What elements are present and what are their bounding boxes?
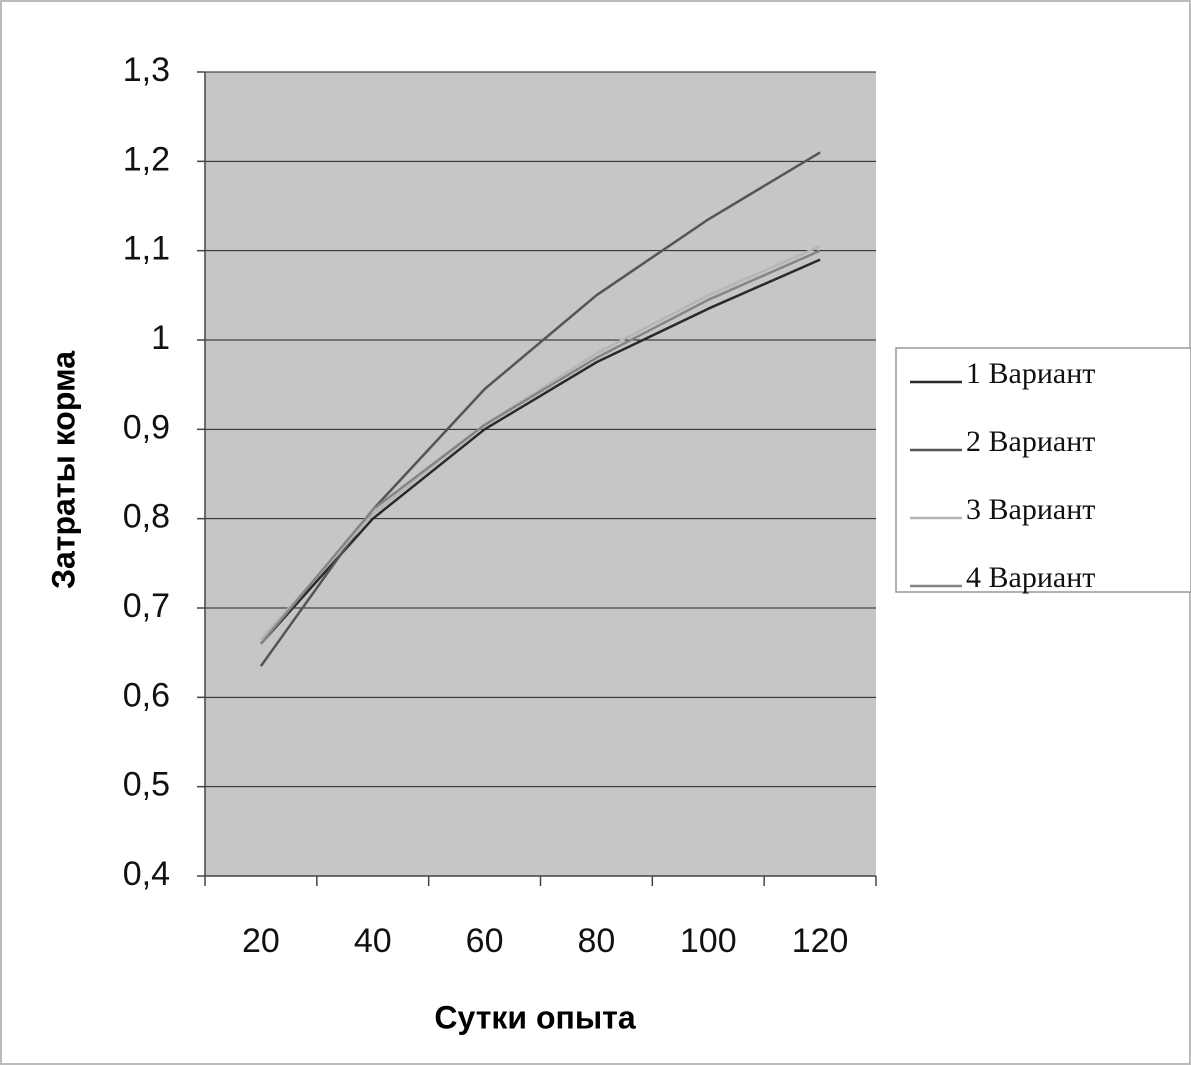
y-tick-label: 0,9 bbox=[123, 408, 170, 446]
x-axis-label: Сутки опыта bbox=[434, 999, 635, 1035]
x-tick-label: 100 bbox=[680, 922, 737, 960]
x-tick-label: 120 bbox=[792, 922, 849, 960]
x-tick-label: 80 bbox=[578, 922, 616, 960]
y-tick-label: 1,2 bbox=[123, 140, 170, 178]
legend-label: 1 Вариант bbox=[966, 357, 1095, 390]
y-tick-label: 0,6 bbox=[123, 676, 170, 714]
y-tick-label: 0,5 bbox=[123, 766, 170, 804]
series-line bbox=[259, 258, 821, 645]
y-tick-label: 1,3 bbox=[123, 51, 170, 89]
y-axis-label: Затраты корма bbox=[45, 351, 81, 589]
y-tick-label: 0,8 bbox=[123, 498, 170, 536]
legend-box bbox=[895, 347, 1191, 593]
plot-area bbox=[205, 72, 876, 876]
y-tick-label: 1,1 bbox=[123, 230, 170, 268]
x-tick-label: 20 bbox=[242, 922, 280, 960]
y-tick-label: 1 bbox=[151, 319, 170, 357]
y-tick-label: 0,7 bbox=[123, 587, 170, 625]
series-line bbox=[259, 249, 821, 645]
legend-label: 4 Вариант bbox=[966, 561, 1095, 594]
x-tick-label: 40 bbox=[354, 922, 392, 960]
x-tick-label: 60 bbox=[466, 922, 504, 960]
y-tick-label: 0,4 bbox=[123, 855, 170, 893]
series-line bbox=[259, 245, 821, 641]
legend-label: 2 Вариант bbox=[966, 425, 1095, 458]
legend-label: 3 Вариант bbox=[966, 493, 1095, 526]
